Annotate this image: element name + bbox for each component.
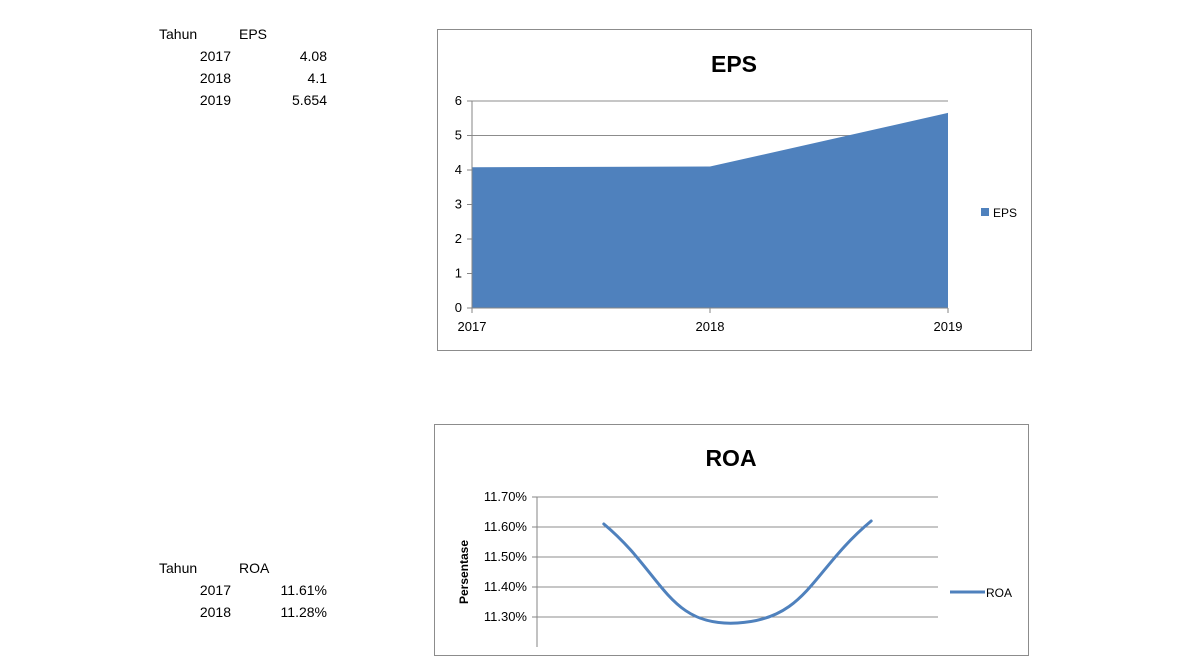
y-tick-label: 2	[455, 231, 462, 246]
eps-table-header: Tahun EPS	[159, 23, 327, 45]
table-row: 2017 4.08	[159, 45, 327, 67]
table-row: 2017 11.61%	[159, 579, 327, 601]
eps-row-year: 2019	[159, 89, 231, 111]
eps-chart: EPS 0 1 2 3 4 5 6 2017 2018 2019 EPS	[437, 29, 1032, 351]
x-tick-label: 2017	[458, 319, 487, 334]
eps-row-value: 4.1	[231, 67, 327, 89]
eps-header-year: Tahun	[159, 23, 239, 45]
eps-row-value: 4.08	[231, 45, 327, 67]
chart-title: EPS	[711, 51, 757, 77]
x-tick-label: 2018	[696, 319, 725, 334]
roa-row-value: 11.61%	[231, 579, 327, 601]
chart-title: ROA	[705, 445, 756, 471]
legend-label: EPS	[993, 206, 1017, 220]
roa-row-year: 2018	[159, 601, 231, 623]
eps-row-year: 2018	[159, 67, 231, 89]
roa-header-value: ROA	[239, 557, 299, 579]
eps-row-year: 2017	[159, 45, 231, 67]
y-tick-label: 1	[455, 266, 462, 281]
roa-table-header: Tahun ROA	[159, 557, 327, 579]
legend-label: ROA	[986, 586, 1012, 600]
y-tick-label: 11.50%	[484, 549, 528, 564]
y-tick-label: 6	[455, 93, 462, 108]
table-row: 2018 11.28%	[159, 601, 327, 623]
roa-chart: ROA 11.70% 11.60% 11.50% 11.40% 11.30% Persent…	[434, 424, 1029, 656]
y-axis-title: Persentase	[457, 540, 471, 604]
eps-row-value: 5.654	[231, 89, 327, 111]
table-row: 2019 5.654	[159, 89, 327, 111]
x-tick-label: 2019	[934, 319, 963, 334]
roa-header-year: Tahun	[159, 557, 239, 579]
y-tick-label: 11.60%	[484, 519, 528, 534]
table-row: 2018 4.1	[159, 67, 327, 89]
legend-swatch	[981, 208, 989, 216]
y-tick-label: 5	[455, 128, 462, 143]
roa-line-series	[604, 521, 871, 623]
y-tick-label: 4	[455, 162, 462, 177]
eps-data-table: Tahun EPS 2017 4.08 2018 4.1 2019 5.654	[159, 23, 327, 111]
roa-row-year: 2017	[159, 579, 231, 601]
y-tick-label: 11.30%	[484, 609, 528, 624]
y-tick-label: 0	[455, 300, 462, 315]
eps-header-value: EPS	[239, 23, 299, 45]
roa-data-table: Tahun ROA 2017 11.61% 2018 11.28%	[159, 557, 327, 623]
roa-row-value: 11.28%	[231, 601, 327, 623]
y-tick-label: 3	[455, 197, 462, 212]
y-tick-label: 11.70%	[484, 489, 528, 504]
y-tick-label: 11.40%	[484, 579, 528, 594]
eps-area-series	[472, 113, 948, 308]
eps-chart-svg: EPS 0 1 2 3 4 5 6 2017 2018 2019 EPS	[438, 30, 1031, 350]
roa-chart-svg: ROA 11.70% 11.60% 11.50% 11.40% 11.30% Persent…	[435, 425, 1028, 655]
